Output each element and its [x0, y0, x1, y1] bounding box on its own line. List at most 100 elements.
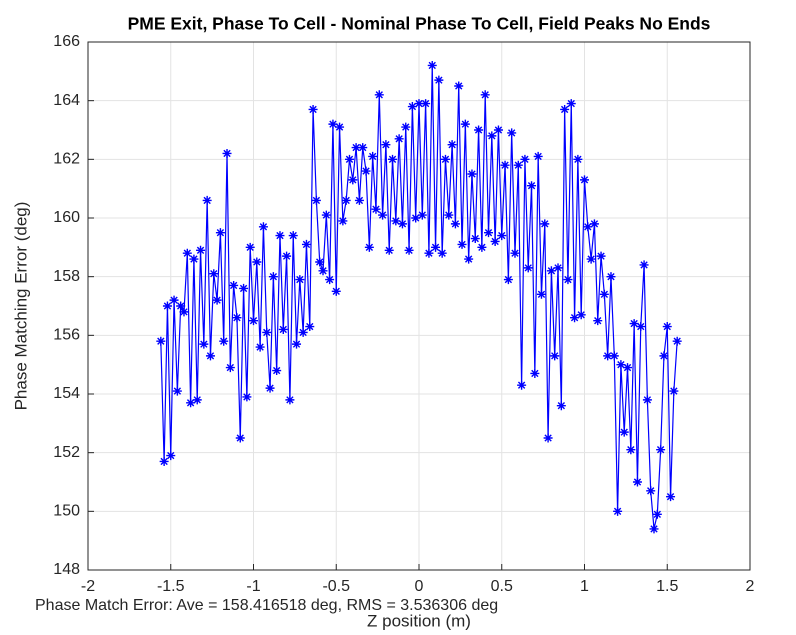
y-tick-label: 156: [53, 327, 80, 344]
data-point: [646, 486, 656, 496]
data-point: [507, 128, 517, 138]
data-point: [560, 104, 570, 114]
data-point: [186, 398, 196, 408]
data-point: [381, 140, 391, 150]
data-point: [249, 316, 258, 326]
data-point: [212, 295, 222, 305]
data-point: [341, 195, 351, 205]
data-point: [162, 301, 172, 311]
data-point: [335, 122, 345, 132]
x-tick-label: 1: [580, 578, 589, 595]
data-point: [550, 351, 560, 361]
data-point: [629, 319, 639, 329]
data-point: [252, 257, 262, 267]
data-point: [179, 307, 189, 317]
x-tick-label: -1: [246, 578, 260, 595]
y-axis-label: Phase Matching Error (deg): [11, 202, 30, 411]
data-point: [394, 134, 404, 144]
data-point: [199, 339, 209, 349]
data-point: [484, 228, 494, 238]
data-point: [589, 219, 599, 229]
data-point: [397, 219, 407, 229]
data-point: [672, 336, 682, 346]
data-point: [623, 363, 633, 373]
data-point: [626, 445, 636, 455]
data-point: [616, 360, 626, 370]
data-point: [666, 492, 676, 502]
data-point: [272, 366, 282, 376]
annotation: Phase Match Error: Ave = 158.416518 deg,…: [35, 597, 498, 614]
plot-frame: [87, 41, 751, 571]
data-point: [242, 392, 252, 402]
data-point: [599, 289, 609, 299]
data-point: [315, 257, 325, 267]
data-point: [656, 445, 666, 455]
data-point: [434, 75, 444, 85]
data-point: [659, 351, 669, 361]
data-point: [176, 301, 186, 311]
data-point: [321, 210, 331, 220]
data-point: [632, 477, 642, 487]
data-point: [530, 368, 540, 378]
data-point: [189, 254, 199, 264]
x-tick-label: 0: [415, 578, 424, 595]
data-point: [427, 60, 437, 70]
data-point: [536, 289, 546, 299]
data-point: [517, 380, 527, 390]
data-point: [285, 395, 295, 405]
y-tick-label: 152: [53, 444, 80, 461]
data-point: [308, 104, 318, 114]
data-point: [649, 524, 659, 534]
data-point: [388, 154, 398, 164]
data-point: [311, 195, 321, 205]
data-point: [573, 154, 583, 164]
data-point: [414, 99, 424, 109]
data-point: [282, 251, 292, 261]
data-point: [374, 90, 384, 100]
data-point: [411, 213, 421, 223]
data-point: [292, 339, 302, 349]
data-point: [225, 363, 235, 373]
data-point: [454, 81, 464, 91]
data-point: [354, 195, 364, 205]
data-point: [497, 231, 507, 241]
data-point: [533, 151, 543, 161]
data-point: [474, 125, 484, 135]
data-point: [318, 266, 328, 276]
data-point: [493, 125, 503, 135]
data-point: [527, 181, 537, 191]
y-tick-label: 160: [53, 209, 80, 226]
data-point: [348, 175, 358, 185]
data-point: [603, 351, 613, 361]
data-point: [328, 119, 338, 129]
data-point: [351, 143, 361, 153]
data-point: [464, 254, 474, 264]
data-point: [371, 204, 381, 214]
data-point: [209, 269, 219, 279]
y-tick-label: 150: [53, 503, 80, 520]
data-point: [470, 234, 480, 244]
data-point: [368, 151, 378, 161]
data-point: [593, 316, 603, 326]
data-point: [556, 401, 566, 411]
data-point: [235, 433, 245, 443]
x-tick-label: -0.5: [322, 578, 350, 595]
data-point: [662, 322, 672, 332]
data-point: [639, 260, 649, 270]
data-point: [166, 451, 176, 461]
data-point: [338, 216, 348, 226]
x-tick-label: -2: [81, 578, 95, 595]
data-point: [613, 506, 623, 516]
data-point: [384, 245, 394, 255]
data-point: [262, 327, 272, 337]
data-point: [580, 175, 589, 185]
data-point: [609, 351, 619, 361]
data-point: [477, 242, 487, 252]
data-point: [480, 90, 490, 100]
data-point: [520, 154, 530, 164]
data-point: [440, 154, 450, 164]
data-point: [570, 313, 580, 323]
data-point: [503, 275, 513, 285]
